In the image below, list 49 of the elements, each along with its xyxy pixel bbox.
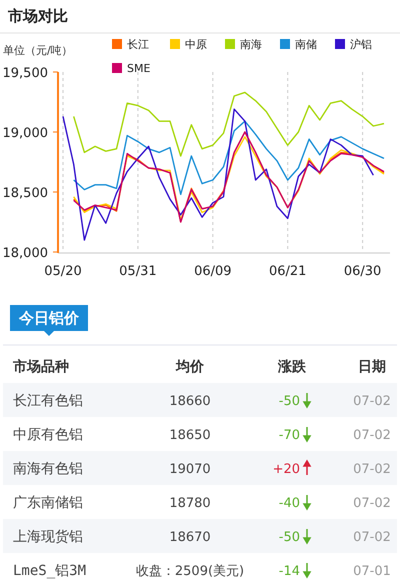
x-tick-label: 06/21 — [268, 264, 306, 279]
line-series — [73, 120, 385, 196]
text: 18660 — [169, 394, 211, 409]
x-tick-label: 06/09 — [194, 264, 232, 279]
y-tick-label: 19,500 — [2, 66, 48, 81]
x-tick-label: 05/31 — [119, 264, 157, 279]
legend-label: SME — [127, 62, 150, 75]
text: 07-02 — [353, 530, 391, 545]
data-label: +20 — [272, 462, 300, 477]
chart-title: 市场对比 — [7, 7, 68, 25]
y-tick-label: 18,500 — [2, 186, 48, 201]
text: 市场品种 — [12, 358, 69, 375]
data-label: -70 — [278, 428, 300, 443]
text: 均价 — [175, 359, 205, 375]
text: 涨跌 — [277, 359, 307, 375]
category-label: 上海现货铝 — [13, 529, 83, 545]
x-tick-label: 06/30 — [344, 264, 382, 279]
legend-label: 南海 — [240, 38, 262, 51]
y-tick-label: 18,000 — [2, 246, 48, 261]
legend-label: 长江 — [127, 38, 149, 51]
text: 07-01 — [353, 564, 391, 579]
text: 今日铝价 — [18, 309, 80, 327]
line-series — [62, 108, 374, 241]
category-label: 广东南储铝 — [13, 495, 83, 511]
category-label: 南海有色铝 — [13, 461, 83, 477]
text: 19070 — [169, 462, 211, 477]
category-label: LmeS_铝3M — [13, 563, 86, 579]
text: 07-02 — [353, 394, 391, 409]
legend-label: 南储 — [295, 38, 317, 51]
line-series — [73, 92, 385, 157]
text: 18650 — [169, 428, 211, 443]
text: 07-02 — [353, 428, 391, 443]
text: 收盘：2509(美元) — [136, 564, 244, 579]
x-tick-label: 05/20 — [44, 264, 82, 279]
data-label: -14 — [278, 564, 300, 579]
data-label: -40 — [278, 496, 300, 511]
y-axis-title: 单位（元/吨） — [3, 44, 73, 57]
y-tick-label: 19,000 — [2, 126, 48, 141]
text: 日期 — [358, 359, 386, 375]
text: 18780 — [169, 496, 211, 511]
text: 18670 — [169, 530, 211, 545]
legend-label: 沪铝 — [350, 38, 372, 51]
text: 07-02 — [353, 462, 391, 477]
data-label: -50 — [278, 394, 300, 409]
legend-label: 中原 — [185, 38, 207, 51]
category-label: 长江有色铝 — [13, 393, 83, 409]
category-label: 中原有色铝 — [13, 427, 83, 443]
text: 07-02 — [353, 496, 391, 511]
data-label: -50 — [278, 530, 300, 545]
